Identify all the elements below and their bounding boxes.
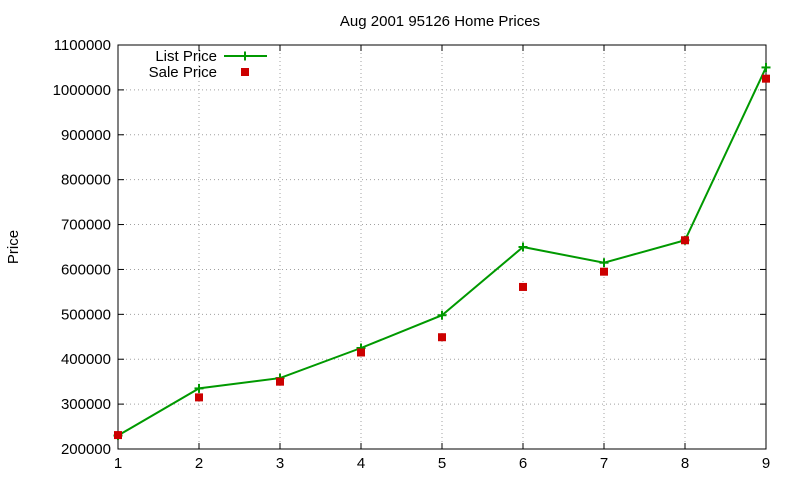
x-tick-label: 8 — [681, 455, 689, 472]
y-tick-label: 500000 — [61, 306, 111, 323]
series-list-price — [113, 62, 771, 441]
y-tick-label: 300000 — [61, 396, 111, 413]
y-tick-label: 900000 — [61, 127, 111, 144]
data-point — [438, 333, 446, 342]
data-point — [761, 62, 771, 72]
data-point — [114, 431, 122, 440]
data-point — [276, 377, 284, 386]
y-axis-label: Price — [5, 230, 22, 264]
series-sale-price — [114, 74, 770, 440]
chart-title: Aug 2001 95126 Home Prices — [340, 13, 540, 30]
y-tick-label: 600000 — [61, 261, 111, 278]
data-point — [195, 393, 203, 402]
x-tick-label: 4 — [357, 455, 365, 472]
grid — [118, 45, 766, 449]
x-tick-label: 9 — [762, 455, 770, 472]
axes: 200000 300000 400000 500000 600000 700000 8000… — [53, 37, 771, 472]
x-tick-label: 2 — [195, 455, 203, 472]
legend-marker — [241, 68, 249, 76]
data-point — [681, 236, 689, 245]
legend-label: List Price — [155, 48, 217, 65]
plot-frame — [117, 44, 767, 450]
y-tick-label: 700000 — [61, 217, 111, 234]
x-tick-label: 5 — [438, 455, 446, 472]
data-point — [357, 348, 365, 357]
x-tick-label: 6 — [519, 455, 527, 472]
legend-label: Sale Price — [149, 64, 217, 81]
y-tick-label: 400000 — [61, 351, 111, 368]
legend-marker — [240, 51, 250, 61]
x-tick-label: 3 — [276, 455, 284, 472]
y-tick-label: 1100000 — [54, 37, 111, 54]
y-tick-label: 200000 — [61, 441, 111, 458]
data-point — [519, 282, 527, 291]
series-line — [117, 67, 767, 437]
legend-entry: List Price — [155, 48, 267, 65]
y-tick-label: 800000 — [61, 172, 111, 189]
data-point — [437, 310, 447, 320]
x-tick-label: 7 — [600, 455, 608, 472]
legend-entry: Sale Price — [149, 64, 249, 81]
data-point — [194, 383, 204, 393]
series-layer — [113, 62, 771, 441]
x-tick-label: 1 — [114, 455, 122, 472]
data-point — [599, 258, 609, 268]
y-tick-label: 1000000 — [53, 82, 111, 99]
data-point — [518, 242, 528, 252]
data-point — [762, 74, 770, 83]
data-point — [600, 267, 608, 276]
